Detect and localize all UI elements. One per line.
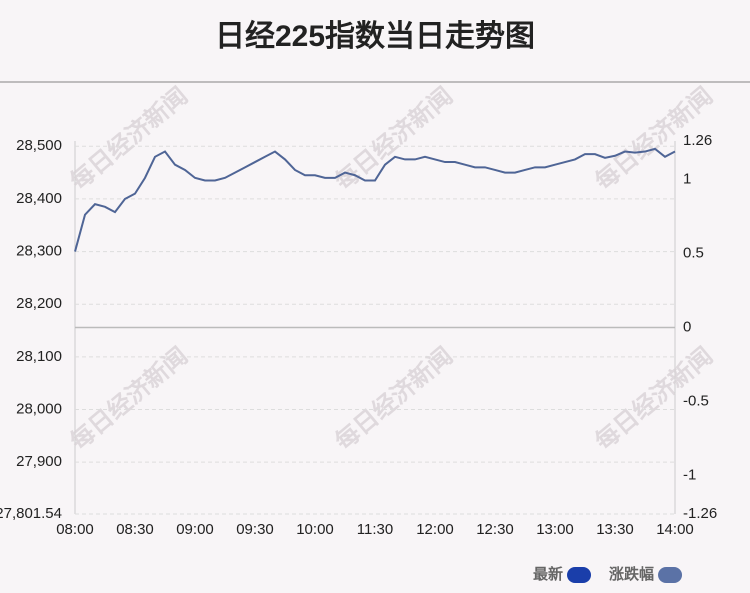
- x-tick-label: 13:00: [536, 521, 574, 538]
- y-tick-label: 28,000: [16, 400, 62, 417]
- chart-title: 日经225指数当日走势图: [215, 19, 535, 53]
- y-tick-label: 28,200: [16, 295, 62, 312]
- y2-tick-label: 1: [683, 170, 691, 187]
- x-tick-label: 08:00: [56, 521, 94, 538]
- x-tick-label: 09:00: [176, 521, 214, 538]
- x-tick-label: 12:30: [476, 521, 514, 538]
- legend-label: 涨跌幅: [609, 565, 654, 583]
- y2-tick-label: -1: [683, 466, 696, 483]
- price-line: [74, 147, 676, 252]
- x-tick-label: 10:00: [296, 521, 334, 538]
- y-tick-label: 28,300: [16, 243, 62, 260]
- x-tick-label: 13:30: [596, 521, 634, 538]
- y-tick-label: 28,100: [16, 348, 62, 365]
- y-tick-label: 27,801.54: [0, 505, 62, 522]
- y2-tick-label: -0.5: [683, 392, 709, 409]
- x-tick-label: 11:30: [357, 521, 393, 538]
- y2-tick-label: 0: [683, 318, 691, 335]
- y-tick-label: 28,400: [16, 190, 62, 207]
- y2-tick-label: 0.5: [683, 244, 704, 261]
- y-tick-label: 27,900: [16, 453, 62, 470]
- x-tick-label: 12:00: [416, 521, 454, 538]
- y2-tick-label: -1.26: [683, 505, 717, 522]
- legend-label: 最新: [533, 565, 563, 583]
- y-tick-label: 28,500: [16, 137, 62, 154]
- y2-tick-label: 1.26: [683, 132, 712, 149]
- x-tick-label: 08:30: [116, 521, 154, 538]
- legend-swatch: [567, 567, 592, 583]
- x-tick-label: 14:00: [656, 521, 694, 538]
- legend-swatch: [658, 567, 683, 583]
- x-tick-label: 09:30: [236, 521, 274, 538]
